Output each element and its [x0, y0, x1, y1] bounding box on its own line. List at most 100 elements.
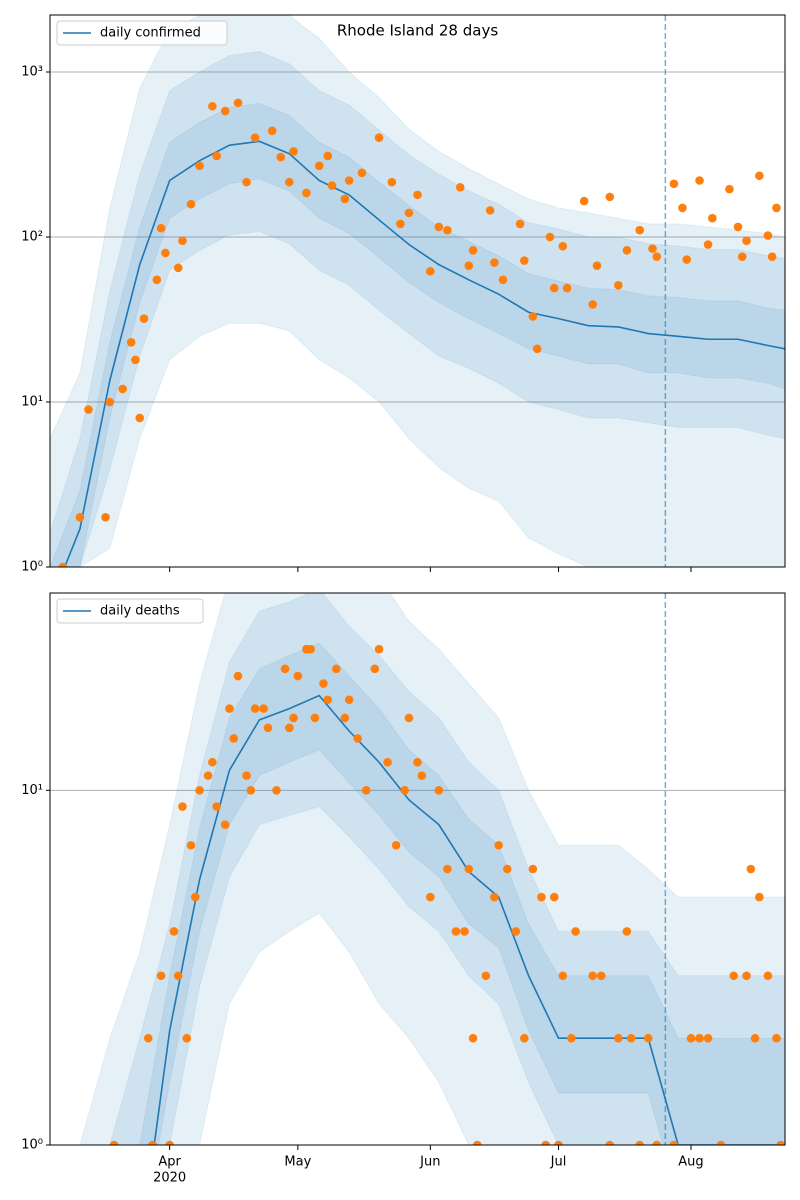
axes-frame	[49, 14, 786, 568]
observed-point	[451, 927, 461, 936]
observed-point	[413, 190, 422, 200]
observed-point	[173, 263, 183, 273]
observed-point	[554, 1140, 563, 1145]
observed-point	[737, 252, 747, 261]
observed-point	[755, 171, 764, 181]
observed-point	[468, 246, 478, 255]
observed-point	[186, 199, 196, 209]
observed-point	[173, 971, 183, 981]
observed-point	[695, 1033, 704, 1043]
observed-point	[464, 261, 474, 270]
observed-point	[340, 194, 350, 204]
observed-point	[370, 664, 380, 674]
observed-point	[58, 562, 68, 567]
observed-point	[549, 283, 559, 293]
observed-point	[178, 236, 187, 245]
observed-point	[182, 1033, 192, 1043]
observed-point	[772, 203, 781, 213]
observed-point	[229, 734, 239, 743]
observed-point	[152, 275, 162, 285]
observed-point	[596, 971, 606, 981]
observed-point	[101, 513, 110, 522]
observed-point	[703, 1033, 713, 1043]
observed-point	[327, 181, 337, 190]
observed-point	[75, 513, 85, 522]
observed-point	[289, 147, 298, 156]
observed-point	[490, 258, 499, 267]
observed-point	[571, 927, 580, 936]
observed-point	[357, 168, 367, 178]
observed-point	[626, 1033, 636, 1043]
observed-point	[156, 223, 166, 233]
observed-point	[558, 971, 568, 981]
observed-point	[208, 757, 217, 767]
observed-point	[203, 771, 213, 780]
observed-point	[485, 206, 495, 215]
observed-point	[391, 840, 401, 850]
observed-point	[344, 176, 354, 185]
observed-point	[708, 213, 717, 223]
plot-area	[50, 15, 785, 567]
observed-point	[588, 971, 598, 981]
legend-label: daily confirmed	[100, 26, 201, 41]
observed-point	[285, 177, 294, 187]
observed-point	[250, 704, 260, 713]
observed-point	[161, 248, 170, 258]
observed-point	[332, 664, 341, 674]
observed-point	[549, 892, 559, 902]
observed-point	[532, 344, 542, 354]
observed-point	[669, 1140, 679, 1145]
observed-point	[413, 757, 422, 767]
observed-point	[515, 219, 525, 229]
observed-point	[178, 802, 187, 811]
observed-point	[220, 820, 230, 829]
observed-point	[537, 892, 546, 902]
uncertainty-band	[50, 102, 785, 567]
observed-point	[387, 177, 397, 187]
observed-point	[109, 1140, 119, 1145]
observed-point	[404, 208, 414, 218]
observed-point	[233, 98, 243, 108]
observed-point	[562, 283, 572, 293]
uncertainty-band	[50, 15, 785, 567]
observed-point	[498, 275, 508, 285]
observed-point	[767, 252, 777, 261]
observed-point	[558, 241, 568, 251]
uncertainty-band	[50, 51, 785, 567]
observed-point	[464, 864, 474, 874]
observed-point	[361, 786, 371, 795]
observed-point	[126, 338, 136, 347]
observed-point	[729, 971, 739, 981]
observed-point	[635, 1140, 645, 1145]
observed-point	[545, 232, 555, 242]
observed-point	[776, 1140, 785, 1145]
series-line	[63, 140, 785, 567]
observed-point	[511, 927, 521, 936]
observed-point	[648, 244, 657, 253]
observed-point	[528, 864, 538, 874]
observed-point	[520, 1033, 529, 1043]
observed-point	[285, 723, 294, 733]
observed-point	[169, 927, 179, 936]
observed-point	[473, 1140, 482, 1145]
observed-point	[340, 713, 350, 723]
y-tick-label: 10¹	[21, 394, 43, 409]
observed-point	[763, 971, 773, 981]
x-tick-label: Jun	[419, 1155, 440, 1170]
observed-point	[567, 1033, 576, 1043]
observed-point	[280, 664, 290, 674]
observed-point	[716, 1140, 726, 1145]
observed-point	[302, 188, 311, 198]
observed-point	[669, 179, 679, 189]
observed-point	[614, 1033, 623, 1043]
observed-point	[605, 1140, 615, 1145]
observed-point	[742, 236, 751, 245]
observed-point	[434, 786, 444, 795]
observed-point	[276, 152, 286, 162]
observed-point	[528, 312, 538, 321]
observed-point	[246, 786, 256, 795]
observed-point	[588, 300, 598, 309]
observed-point	[417, 771, 427, 780]
observed-point	[242, 177, 251, 187]
